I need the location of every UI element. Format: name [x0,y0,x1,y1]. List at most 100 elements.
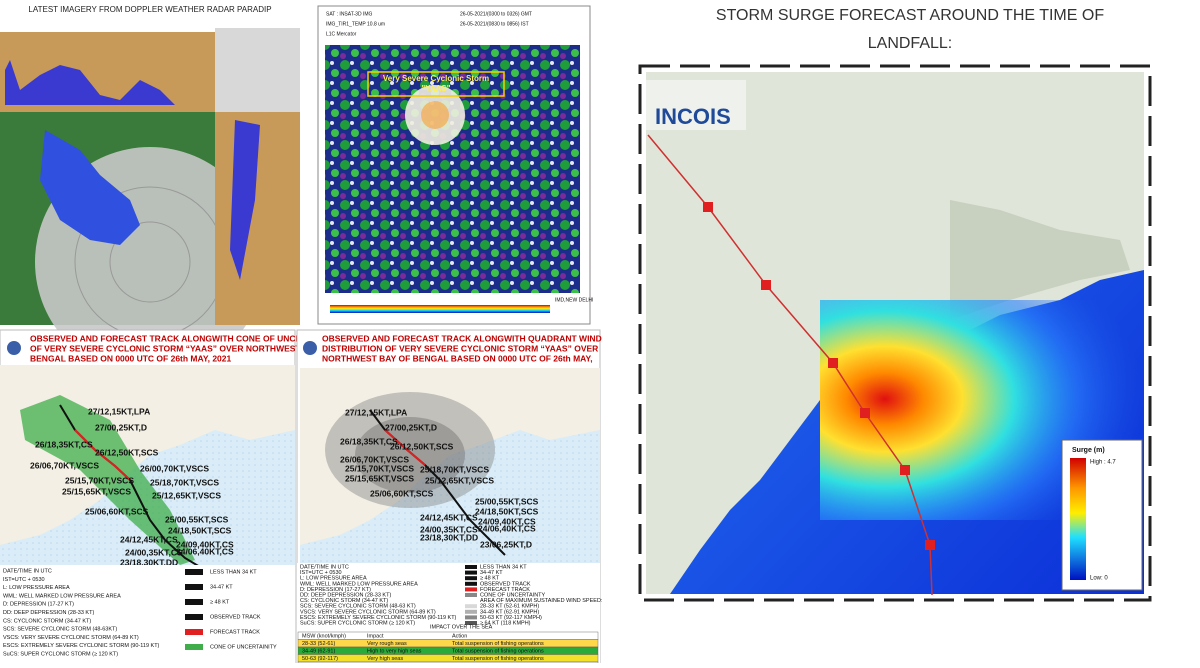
impact-row [297,646,599,655]
track-point [925,540,935,550]
sat-header: L1C Mercator [326,31,357,37]
impact-cell: Total suspension of fishing operations [452,656,544,662]
panel-title: OBSERVED AND FORECAST TRACK ALONGWITH QU… [322,333,602,343]
surge-title: STORM SURGE FORECAST AROUND THE TIME OF [716,7,1104,24]
storm-label: "YAAS" [421,84,450,93]
track-label: 25/18,70KT,VSCS [150,477,219,487]
track-label: 25/00,55KT,SCS [475,496,539,506]
track-labels: 27/12,15KT,LPA27/00,25KT,D26/18,35KT,CS2… [340,407,539,549]
impact-cell: Total suspension of fishing operations [452,648,544,654]
sat-header: SAT : INSAT-3D IMG [326,11,373,17]
impact-cell: High to very high seas [367,648,422,654]
legend-label: 34-47 KT [480,570,503,576]
legend-swatch [185,644,203,650]
storm-box [367,71,505,97]
note: DD: DEEP DEPRESSION (28-33 KT) [300,592,391,598]
track-label: 24/00,35KT,CS [125,547,183,557]
track-point [761,280,771,290]
impact-cell: Action [452,633,467,639]
legend-label: OBSERVED TRACK [210,614,261,620]
note: DATE/TIME IN UTC [300,564,349,570]
note: CS: CYCLONIC STORM (34-47 KT) [3,618,91,624]
track-label: 27/12,15KT,LPA [345,407,407,417]
storm-track [647,134,933,596]
surge-title: LANDFALL: [868,35,952,52]
storm-label: Very Severe Cyclonic Storm [383,74,489,83]
legend-swatch [185,569,203,575]
impact-cell: 34-49 (62-91) [302,648,335,654]
track-label: 27/00,25KT,D [95,422,147,432]
note: SCS: SEVERE CYCLONIC STORM (48-63KT) [3,627,117,633]
track-label: 24/06,40KT,CS [176,546,234,556]
panel-title: DISTRIBUTION OF VERY SEVERE CYCLONIC STO… [322,343,598,353]
legend-bar [1070,458,1086,580]
note: ESCS: EXTREMELY SEVERE CYCLONIC STORM (9… [3,643,160,649]
note: L: LOW PRESSURE AREA [300,576,367,582]
satellite-panel: Very Severe Cyclonic Storm "YAAS" SAT : … [317,5,593,325]
legend-swatch [465,576,477,581]
sat-header: 26-05-2021/(0830 to 0856) IST [460,21,529,27]
legend-swatch [465,581,477,586]
track-label: 26/12,50KT,SCS [390,441,454,451]
legend-swatch [185,614,203,620]
forecast-track [384,429,426,466]
legend-label: OBSERVED TRACK [480,581,531,587]
note: SCS: SEVERE CYCLONIC STORM (48-63 KT) [300,604,416,610]
note: VSCS: VERY SEVERE CYCLONIC STORM (64-89 … [3,635,139,641]
imd-logo [7,341,21,355]
note: L: LOW PRESSURE AREA [3,585,70,591]
sat-colorbar [330,305,550,313]
legend-swatch [465,609,477,614]
track-label: 26/06,70KT,VSCS [30,460,99,470]
legend-swatch [465,587,477,592]
radar-ring [109,221,191,303]
legend-swatch [185,599,203,605]
track-label: 24/09,40KT,CS [176,539,234,549]
legend-swatch [465,615,477,620]
impact-title: IMPACT OVER THE SEA [430,624,493,630]
impact-row [297,654,599,663]
legend-label: ≥ 48 KT [480,576,500,582]
note: WML: WELL MARKED LOW PRESSURE AREA [3,593,121,599]
legend-label: ≥ 48 KT [210,599,230,605]
track-label: 25/18,70KT,VSCS [420,464,489,474]
track-label: 25/12,65KT,VSCS [152,490,221,500]
note: SuCS: SUPER CYCLONIC STORM (≥ 120 KT) [3,651,118,657]
legend-title: Surge (m) [1072,447,1105,454]
track-label: 24/06,40KT,CS [478,523,536,533]
sat-credit: IMD,NEW DELHI [555,297,593,303]
legend-label: CONE OF UNCERTAINITY [210,644,277,650]
legend-label: ≥ 64 KT (118 KMPH) [480,620,531,626]
track-cone-panel: OBSERVED AND FORECAST TRACK ALONGWITH CO… [0,329,340,664]
legend-label: FORECAST TRACK [210,629,260,635]
panel-title: BENGAL BASED ON 0000 UTC OF 26th MAY, 20… [30,353,232,363]
legend-low: Low: 0 [1090,576,1108,582]
track-label: 25/06,60KT,SCS [85,506,149,516]
wind-area [355,417,465,493]
panel-title: OBSERVED AND FORECAST TRACK ALONGWITH CO… [30,333,340,343]
note: DATE/TIME IN UTC [3,568,52,574]
legend-swatch [185,584,203,590]
sat-header: IMG_TIR1_TEMP 10.8 um [326,21,385,27]
radar-echo [230,120,260,280]
legend-label: 50-63 KT (92-117 KMPH) [480,615,542,621]
track-point [860,408,870,418]
sundarbans [950,200,1130,320]
legend-swatch [465,593,477,597]
legend-label: FORECAST TRACK [480,587,530,593]
track-label: 26/06,70KT,VSCS [340,454,409,464]
legend-label: 34-47 KT [210,584,233,590]
legend-label: 28-33 KT (52-61 KMPH) [480,604,539,610]
track-point [900,465,910,475]
legend-label: CONE OF UNCERTAINTY [480,592,546,598]
note: WML: WELL MARKED LOW PRESSURE AREA [300,581,418,587]
legend-label: AREA OF MAXIMUM SUSTAINED WIND SPEED: [480,598,603,604]
sat-header: 26-05-2021/(0300 to 0326) GMT [460,11,532,17]
track-label: 23/06,25KT,D [480,539,532,549]
logo: INCOIS [655,104,731,129]
